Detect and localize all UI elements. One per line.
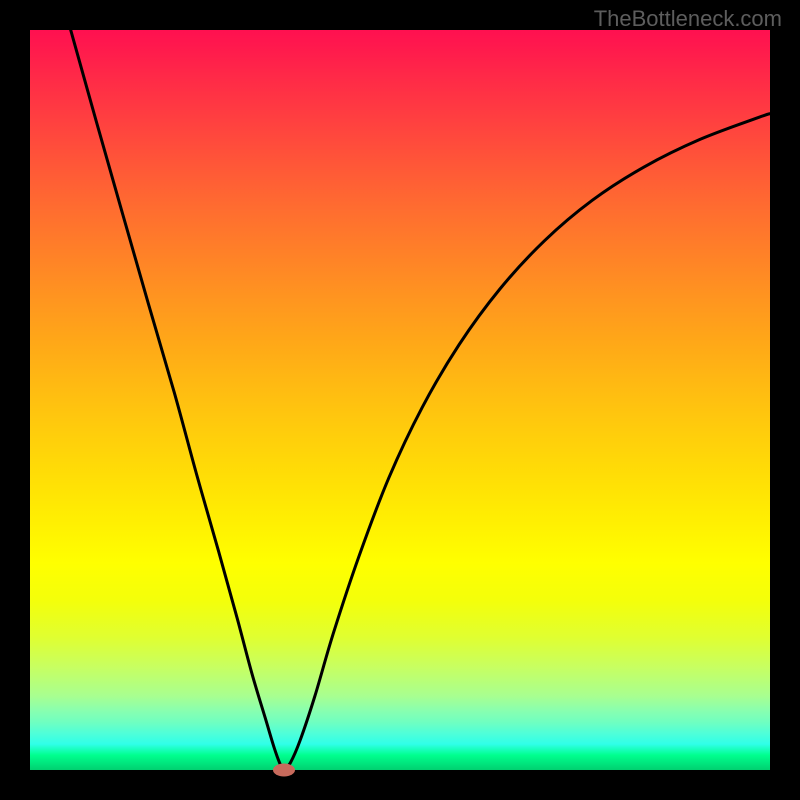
minimum-marker (273, 764, 295, 777)
curve-path (71, 30, 770, 770)
bottleneck-curve (30, 30, 770, 770)
plot-area (30, 30, 770, 770)
watermark-text: TheBottleneck.com (594, 6, 782, 32)
